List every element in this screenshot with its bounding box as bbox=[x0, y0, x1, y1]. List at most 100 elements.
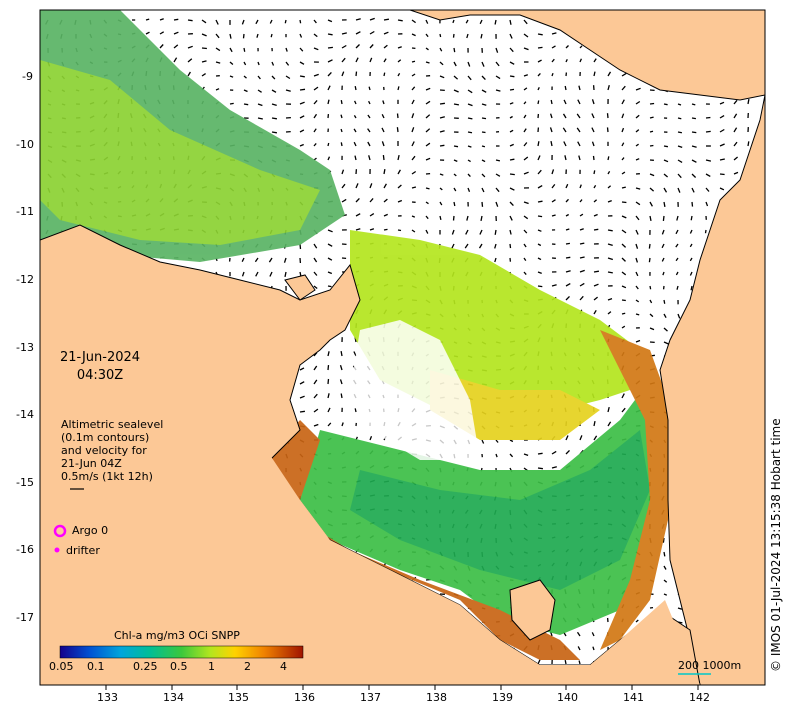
lon-label: 142 bbox=[689, 691, 710, 704]
velocity-arrow bbox=[451, 229, 455, 235]
velocity-arrow bbox=[565, 213, 570, 217]
velocity-arrow bbox=[705, 130, 711, 133]
velocity-arrow bbox=[299, 88, 306, 91]
velocity-arrow bbox=[313, 113, 318, 119]
velocity-arrow bbox=[481, 187, 485, 193]
velocity-arrow bbox=[662, 537, 665, 543]
velocity-arrow bbox=[257, 117, 263, 120]
velocity-arrow bbox=[551, 32, 557, 35]
velocity-arrow bbox=[353, 141, 357, 147]
velocity-arrow bbox=[551, 450, 557, 455]
velocity-arrow bbox=[411, 19, 416, 24]
velocity-arrow bbox=[327, 365, 330, 371]
velocity-arrow bbox=[327, 19, 333, 23]
velocity-arrow bbox=[369, 436, 373, 441]
velocity-arrow bbox=[327, 407, 331, 413]
velocity-arrow bbox=[439, 75, 445, 79]
velocity-arrow bbox=[285, 47, 288, 52]
velocity-arrow bbox=[635, 271, 639, 277]
velocity-arrow bbox=[621, 113, 625, 119]
velocity-arrow bbox=[481, 159, 486, 163]
velocity-arrow bbox=[383, 18, 390, 21]
velocity-arrow bbox=[382, 155, 385, 161]
velocity-arrow bbox=[383, 213, 388, 217]
velocity-arrow bbox=[271, 61, 275, 66]
colorbar-tick: 0.05 bbox=[49, 660, 74, 673]
velocity-arrow bbox=[621, 215, 627, 219]
velocity-arrow bbox=[523, 201, 529, 205]
velocity-arrow bbox=[355, 183, 359, 189]
velocity-arrow bbox=[481, 75, 486, 81]
velocity-arrow bbox=[453, 173, 457, 177]
velocity-arrow bbox=[621, 186, 626, 189]
velocity-arrow bbox=[453, 103, 460, 106]
velocity-arrow bbox=[327, 378, 330, 385]
velocity-arrow bbox=[551, 72, 554, 77]
velocity-arrow bbox=[313, 73, 319, 77]
velocity-arrow bbox=[439, 173, 444, 176]
velocity-arrow bbox=[579, 295, 584, 301]
info-line: 21-Jun 04Z bbox=[61, 457, 122, 470]
velocity-arrow bbox=[677, 145, 683, 149]
velocity-arrow bbox=[255, 271, 259, 277]
velocity-arrow bbox=[354, 408, 357, 413]
scale-bar-label: 200 1000m bbox=[678, 659, 742, 672]
velocity-arrow bbox=[467, 89, 473, 94]
velocity-arrow bbox=[481, 201, 484, 207]
velocity-arrow bbox=[509, 158, 515, 161]
velocity-arrow bbox=[691, 117, 696, 120]
velocity-arrow bbox=[565, 295, 570, 301]
velocity-arrow bbox=[579, 242, 585, 245]
velocity-arrow bbox=[663, 313, 667, 319]
lat-label: -14 bbox=[16, 408, 34, 421]
velocity-arrow bbox=[551, 214, 556, 217]
velocity-arrow bbox=[187, 58, 193, 63]
velocity-arrow bbox=[719, 115, 725, 119]
velocity-arrow bbox=[299, 129, 305, 133]
velocity-arrow bbox=[704, 229, 707, 234]
velocity-arrow bbox=[719, 158, 725, 161]
velocity-arrow bbox=[256, 33, 259, 38]
velocity-arrow bbox=[509, 201, 514, 207]
velocity-arrow bbox=[635, 313, 640, 316]
velocity-arrow bbox=[509, 439, 514, 443]
velocity-arrow bbox=[299, 61, 305, 65]
lon-label: 134 bbox=[163, 691, 184, 704]
velocity-arrow bbox=[689, 243, 693, 248]
velocity-arrow bbox=[397, 199, 403, 203]
velocity-arrow bbox=[327, 33, 333, 36]
velocity-arrow bbox=[243, 61, 247, 66]
velocity-arrow bbox=[635, 285, 639, 290]
velocity-arrow bbox=[509, 129, 514, 133]
velocity-arrow bbox=[480, 215, 483, 222]
map-datetime: 21-Jun-2024 04:30Z bbox=[60, 349, 140, 385]
velocity-arrow bbox=[523, 453, 529, 457]
chl-gulf-white bbox=[350, 320, 480, 460]
velocity-arrow bbox=[383, 228, 388, 231]
velocity-arrow bbox=[381, 141, 385, 147]
velocity-arrow bbox=[537, 467, 543, 470]
velocity-arrow bbox=[369, 57, 373, 63]
velocity-arrow bbox=[187, 19, 193, 22]
velocity-arrow bbox=[649, 299, 653, 304]
velocity-arrow bbox=[621, 157, 625, 161]
info-line: (0.1m contours) bbox=[61, 431, 150, 444]
velocity-arrow bbox=[621, 407, 626, 413]
velocity-arrow bbox=[453, 145, 459, 148]
velocity-arrow bbox=[215, 47, 221, 52]
velocity-arrow bbox=[229, 47, 233, 53]
velocity-arrow bbox=[733, 127, 738, 133]
velocity-arrow bbox=[649, 215, 652, 222]
lat-label: -17 bbox=[16, 611, 34, 624]
velocity-arrow bbox=[635, 299, 640, 303]
velocity-arrow bbox=[495, 201, 499, 207]
velocity-arrow bbox=[439, 187, 443, 191]
drifter-legend-label: drifter bbox=[66, 544, 100, 557]
velocity-arrow bbox=[649, 173, 655, 177]
velocity-arrow bbox=[523, 215, 529, 220]
velocity-arrow bbox=[593, 213, 598, 217]
velocity-arrow bbox=[145, 18, 150, 21]
velocity-arrow bbox=[481, 131, 486, 134]
velocity-arrow bbox=[675, 271, 679, 276]
velocity-arrow bbox=[551, 45, 556, 49]
